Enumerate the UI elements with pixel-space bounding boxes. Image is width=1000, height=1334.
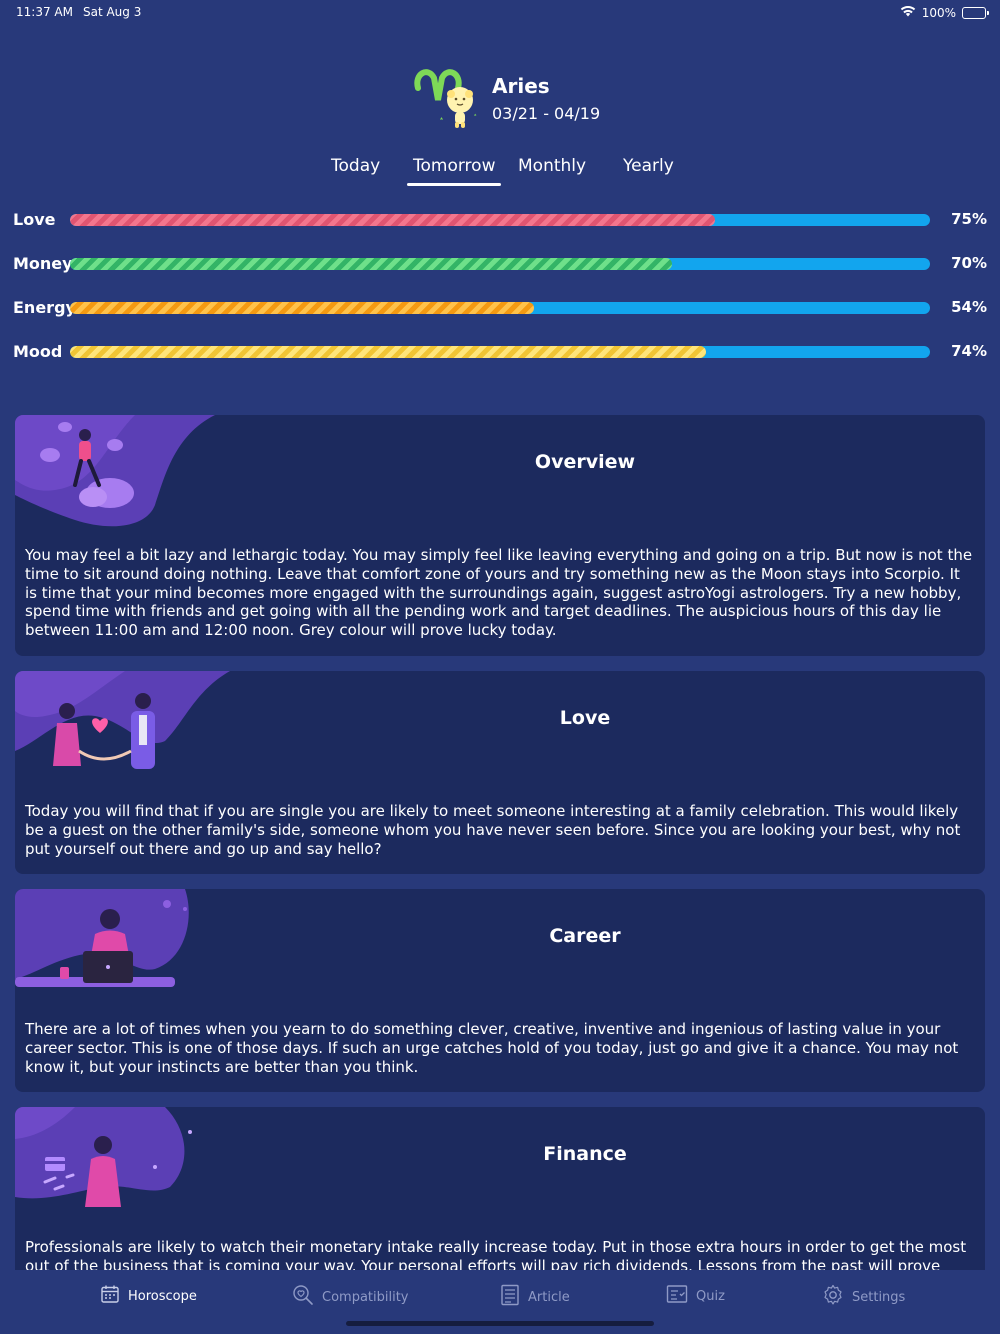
status-date: Sat Aug 3 — [82, 5, 142, 19]
love-card: Love Today you will find that if you are… — [15, 671, 985, 874]
home-indicator — [346, 1321, 654, 1326]
section-title: Finance — [543, 1143, 627, 1165]
meter-label: Energy — [13, 298, 76, 317]
period-tabs: Today Tomorrow Monthly Yearly — [0, 150, 1000, 190]
battery-icon — [962, 6, 989, 19]
love-illustration — [15, 671, 230, 769]
battery-percent: 100% — [921, 5, 956, 20]
section-title: Overview — [534, 451, 636, 473]
quiz-icon — [666, 1284, 688, 1308]
meter-label: Love — [13, 210, 56, 229]
meter-money: Money 70% — [0, 250, 1000, 278]
nav-label: Settings — [852, 1289, 906, 1305]
section-text: There are a lot of times when you yearn … — [25, 1020, 959, 1076]
tab-today[interactable]: Today — [331, 156, 381, 176]
article-icon — [500, 1284, 520, 1310]
aries-icon — [410, 60, 482, 136]
nav-quiz[interactable]: Quiz — [666, 1284, 725, 1308]
compatibility-icon — [292, 1284, 314, 1310]
nav-label: Quiz — [696, 1288, 725, 1304]
nav-label: Horoscope — [128, 1288, 197, 1304]
sign-name: Aries — [492, 73, 550, 98]
section-text: You may feel a bit lazy and lethargic to… — [25, 546, 973, 640]
finance-illustration — [15, 1107, 192, 1207]
section-text: Today you will find that if you are sing… — [25, 802, 961, 858]
meter-fill — [70, 302, 535, 314]
status-bar: 11:37 AM Sat Aug 3 100% — [0, 0, 1000, 26]
meter-track — [70, 346, 930, 358]
overview-illustration — [15, 415, 215, 527]
meter-percent: 74% — [951, 342, 987, 360]
meter-track — [70, 214, 930, 226]
sign-dates: 03/21 - 04/19 — [492, 103, 601, 123]
career-card: Career There are a lot of times when you… — [15, 889, 985, 1092]
nav-settings[interactable]: Settings — [822, 1284, 905, 1310]
meter-fill — [70, 346, 707, 358]
sign-header: Aries 03/21 - 04/19 — [410, 60, 600, 136]
gear-icon — [822, 1284, 844, 1310]
meter-label: Money — [13, 254, 73, 273]
nav-compatibility[interactable]: Compatibility — [292, 1284, 409, 1310]
nav-article[interactable]: Article — [500, 1284, 570, 1310]
section-title: Career — [549, 925, 621, 947]
nav-label: Compatibility — [322, 1289, 409, 1305]
meter-label: Mood — [13, 342, 63, 361]
wifi-icon — [900, 5, 916, 20]
meter-track — [70, 258, 930, 270]
nav-horoscope[interactable]: Horoscope — [100, 1284, 197, 1308]
section-title: Love — [559, 707, 611, 729]
tab-yearly[interactable]: Yearly — [623, 156, 674, 176]
meter-percent: 54% — [951, 298, 987, 316]
tab-monthly[interactable]: Monthly — [518, 156, 587, 176]
meter-love: Love 75% — [0, 206, 1000, 234]
status-time: 11:37 AM — [16, 5, 73, 19]
overview-card: Overview You may feel a bit lazy and let… — [15, 415, 985, 656]
meter-fill — [70, 258, 672, 270]
meter-energy: Energy 54% — [0, 294, 1000, 322]
nav-label: Article — [528, 1289, 570, 1305]
calendar-icon — [100, 1284, 120, 1308]
meter-fill — [70, 214, 715, 226]
meter-percent: 75% — [951, 210, 987, 228]
tab-tomorrow[interactable]: Tomorrow — [407, 150, 502, 186]
career-illustration — [15, 889, 189, 987]
meter-percent: 70% — [951, 254, 987, 272]
meter-track — [70, 302, 930, 314]
meter-mood: Mood 74% — [0, 338, 1000, 366]
